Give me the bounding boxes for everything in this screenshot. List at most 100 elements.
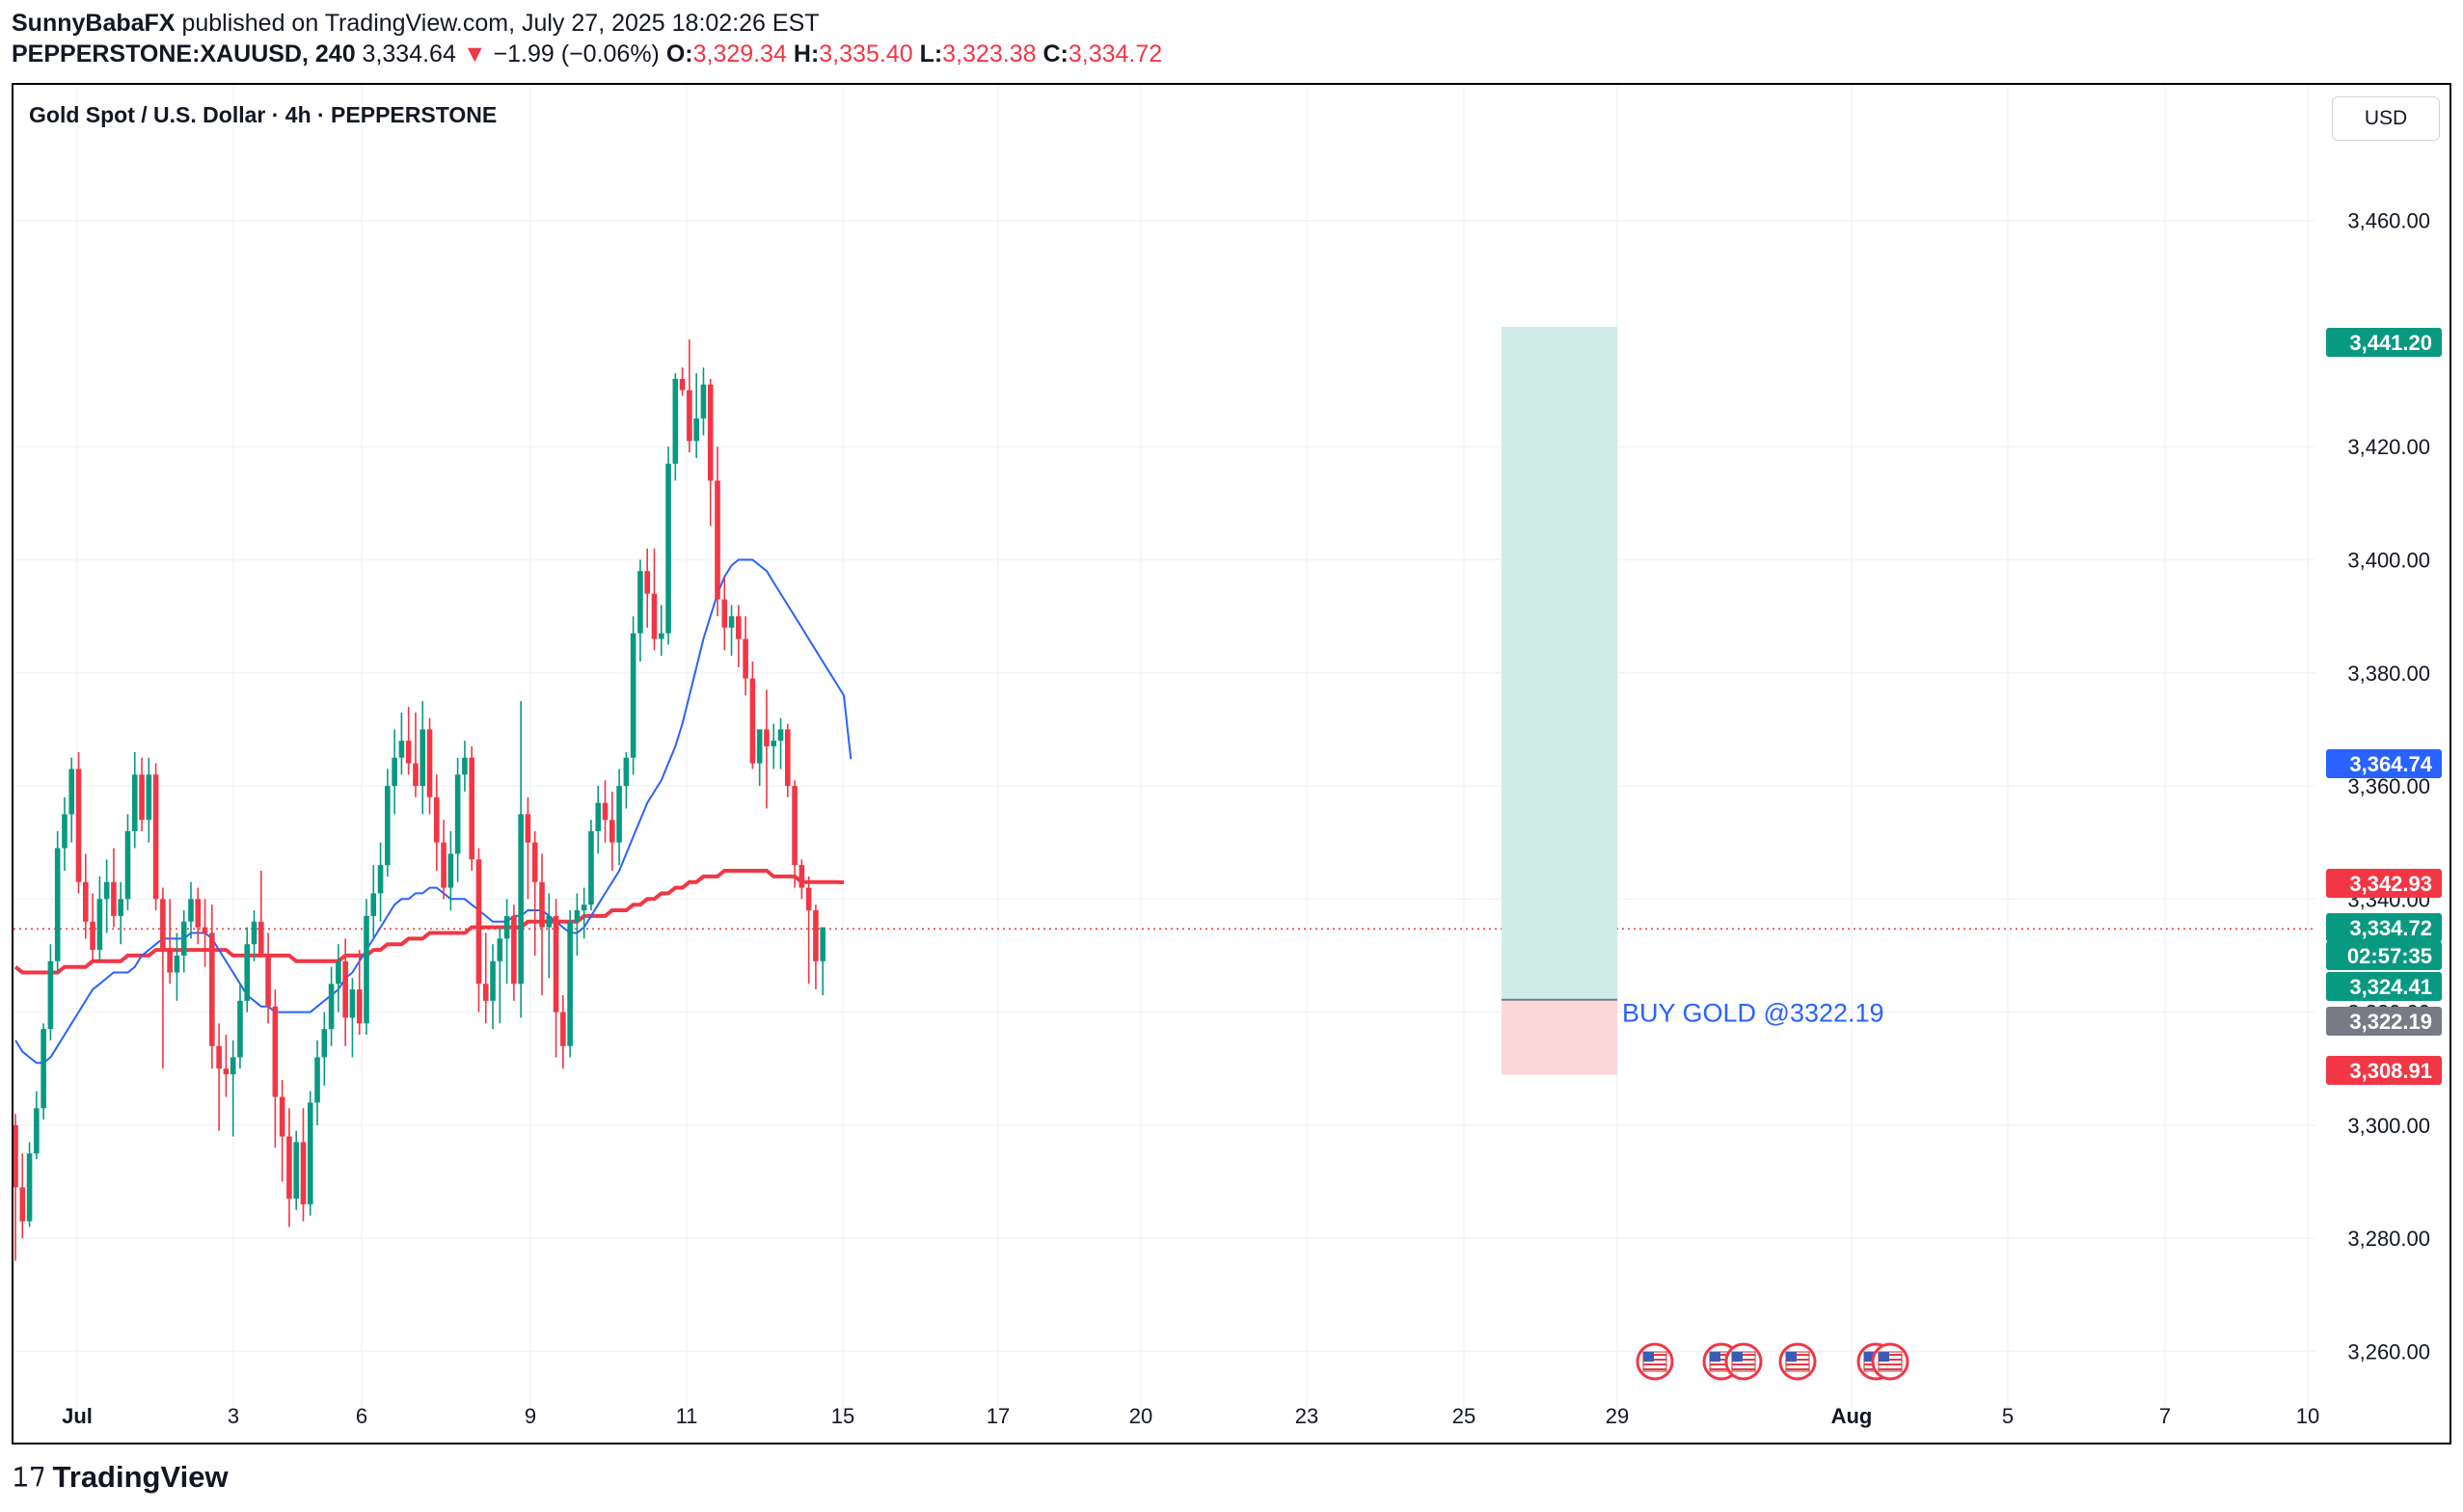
candle[interactable] <box>792 780 798 888</box>
candle[interactable] <box>202 899 208 967</box>
economic-events[interactable] <box>1636 1342 1909 1381</box>
candle[interactable] <box>623 751 630 809</box>
candle[interactable] <box>244 927 251 1012</box>
candle[interactable] <box>237 984 243 1069</box>
candle[interactable] <box>265 932 271 1024</box>
candle[interactable] <box>131 751 138 849</box>
candle[interactable] <box>798 859 805 900</box>
candle[interactable] <box>152 763 159 911</box>
candle[interactable] <box>54 830 61 973</box>
candle[interactable] <box>595 786 602 854</box>
candle[interactable] <box>581 887 587 939</box>
position-zones[interactable]: BUY GOLD @3322.19 <box>1502 326 1884 1075</box>
candle[interactable] <box>258 870 264 956</box>
candle[interactable] <box>518 701 524 1018</box>
candle[interactable] <box>103 859 110 933</box>
candle[interactable] <box>209 904 215 1069</box>
candle[interactable] <box>539 853 545 995</box>
candle[interactable] <box>96 876 103 961</box>
candle[interactable] <box>413 712 419 797</box>
candle[interactable] <box>482 932 489 1024</box>
candle[interactable] <box>447 830 454 911</box>
candle[interactable] <box>364 899 369 1036</box>
candle[interactable] <box>475 848 482 1012</box>
candle[interactable] <box>546 893 553 979</box>
candle[interactable] <box>426 717 433 815</box>
candle[interactable] <box>749 662 756 770</box>
candle[interactable] <box>567 910 573 1058</box>
candle[interactable] <box>553 899 559 1058</box>
candle[interactable] <box>286 1108 292 1228</box>
time-axis[interactable]: Jul 3 6 9 11 15 17 20 23 25 29 Aug 5 7 10 <box>62 1404 2319 1428</box>
candle[interactable] <box>665 446 671 645</box>
candle[interactable] <box>328 966 335 1046</box>
candle[interactable] <box>251 910 257 961</box>
candle[interactable] <box>756 729 763 787</box>
candle[interactable] <box>385 769 391 877</box>
candle[interactable] <box>728 605 735 657</box>
candle[interactable] <box>490 944 496 1030</box>
candle[interactable] <box>511 904 517 1001</box>
footer-logo[interactable]: 𝟷𝟽 TradingView <box>12 1460 229 1495</box>
candle[interactable] <box>111 848 117 928</box>
candle[interactable] <box>462 741 468 792</box>
candle[interactable] <box>687 338 692 453</box>
candle[interactable] <box>41 1023 46 1120</box>
candle[interactable] <box>336 944 341 1012</box>
candle[interactable] <box>398 712 405 775</box>
candle[interactable] <box>743 616 748 696</box>
candle[interactable] <box>293 1130 299 1210</box>
us-flag-event-icon[interactable] <box>1724 1342 1763 1381</box>
currency-button[interactable]: USD <box>2332 96 2440 141</box>
us-flag-event-icon[interactable] <box>1871 1342 1909 1381</box>
candle[interactable] <box>349 978 356 1058</box>
candle[interactable] <box>279 1079 285 1182</box>
candle[interactable] <box>672 373 679 481</box>
candle[interactable] <box>602 780 609 843</box>
candle[interactable] <box>637 559 643 662</box>
candle[interactable] <box>441 820 447 900</box>
candle[interactable] <box>434 774 440 871</box>
candle[interactable] <box>771 723 777 770</box>
candle[interactable] <box>420 701 426 815</box>
candle[interactable] <box>139 757 145 831</box>
candle[interactable] <box>764 689 770 809</box>
candle[interactable] <box>314 1040 320 1125</box>
stop-zone[interactable] <box>1502 999 1617 1075</box>
candle[interactable] <box>216 1023 222 1131</box>
candle[interactable] <box>47 944 54 1040</box>
candle[interactable] <box>342 938 348 1046</box>
us-flag-event-icon[interactable] <box>1778 1342 1817 1381</box>
candle[interactable] <box>469 746 474 871</box>
us-flag-event-icon[interactable] <box>1636 1342 1674 1381</box>
candle[interactable] <box>560 994 566 1069</box>
candle[interactable] <box>531 830 538 956</box>
candle[interactable] <box>62 796 68 871</box>
candle[interactable] <box>75 751 82 894</box>
candle[interactable] <box>454 757 461 882</box>
candle[interactable] <box>195 887 202 945</box>
candles[interactable] <box>13 338 826 1261</box>
candle[interactable] <box>13 1114 18 1261</box>
candle[interactable] <box>118 881 123 945</box>
candle[interactable] <box>300 1108 307 1222</box>
candle[interactable] <box>26 1142 33 1228</box>
candle[interactable] <box>392 729 397 815</box>
candle[interactable] <box>19 1153 26 1239</box>
author-name[interactable]: SunnyBabaFX <box>12 10 176 37</box>
candle[interactable] <box>90 893 95 961</box>
candle[interactable] <box>658 605 664 657</box>
candle[interactable] <box>813 904 819 990</box>
candle[interactable] <box>777 717 784 770</box>
candle[interactable] <box>272 989 279 1148</box>
candle[interactable] <box>679 367 686 396</box>
candle[interactable] <box>167 899 173 985</box>
candle[interactable] <box>736 605 742 667</box>
candle[interactable] <box>68 757 75 843</box>
candle[interactable] <box>588 820 594 911</box>
candle[interactable] <box>377 842 384 922</box>
candle[interactable] <box>574 893 581 956</box>
candle[interactable] <box>644 548 650 628</box>
candle[interactable] <box>630 616 636 775</box>
